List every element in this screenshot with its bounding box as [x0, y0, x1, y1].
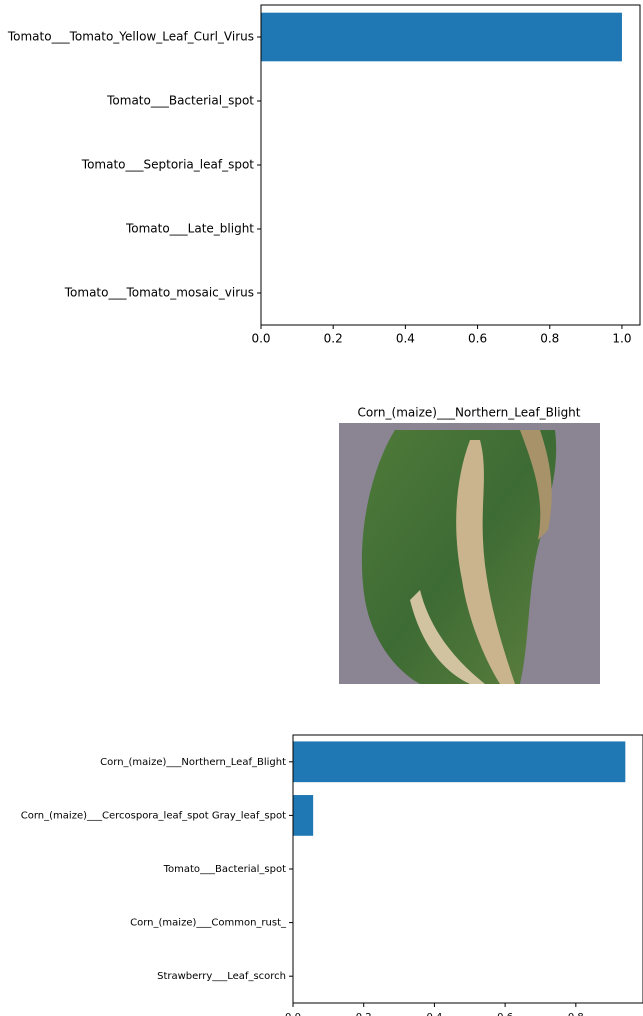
y-tick-label: Tomato___Septoria_leaf_spot — [81, 158, 255, 172]
y-tick-label: Tomato___Tomato_mosaic_virus — [64, 286, 254, 300]
x-tick-label: 0.2 — [356, 1012, 372, 1016]
x-tick-label: 0.4 — [396, 332, 415, 346]
image-title: Corn_(maize)___Northern_Leaf_Blight — [357, 406, 580, 420]
page: Corn_(maize)___Northern_Leaf_Blight Toma… — [0, 0, 643, 1016]
bar — [293, 795, 313, 836]
x-tick-label: 0.6 — [497, 1012, 513, 1016]
x-tick-label: 0.8 — [540, 332, 559, 346]
y-tick-label: Tomato___Bacterial_spot — [106, 94, 254, 108]
y-tick-label: Tomato___Late_blight — [125, 222, 254, 236]
y-tick-label: Strawberry___Leaf_scorch — [157, 971, 286, 982]
y-tick-label: Tomato___Tomato_Yellow_Leaf_Curl_Virus — [7, 30, 254, 44]
y-tick-label: Tomato___Bacterial_spot — [163, 864, 286, 875]
y-tick-label: Corn_(maize)___Northern_Leaf_Blight — [100, 757, 286, 768]
leaf-image — [339, 423, 600, 684]
x-tick-label: 0.0 — [251, 332, 270, 346]
x-tick-label: 0.0 — [285, 1012, 301, 1016]
y-tick-label: Corn_(maize)___Common_rust_ — [130, 918, 287, 929]
y-tick-label: Corn_(maize)___Cercospora_leaf_spot Gray… — [21, 810, 286, 821]
x-tick-label: 0.4 — [426, 1012, 442, 1016]
bar — [261, 13, 622, 62]
x-tick-label: 1.0 — [612, 332, 631, 346]
bar — [293, 741, 625, 782]
x-tick-label: 0.2 — [324, 332, 343, 346]
x-tick-label: 0.8 — [568, 1012, 584, 1016]
x-tick-label: 0.6 — [468, 332, 487, 346]
